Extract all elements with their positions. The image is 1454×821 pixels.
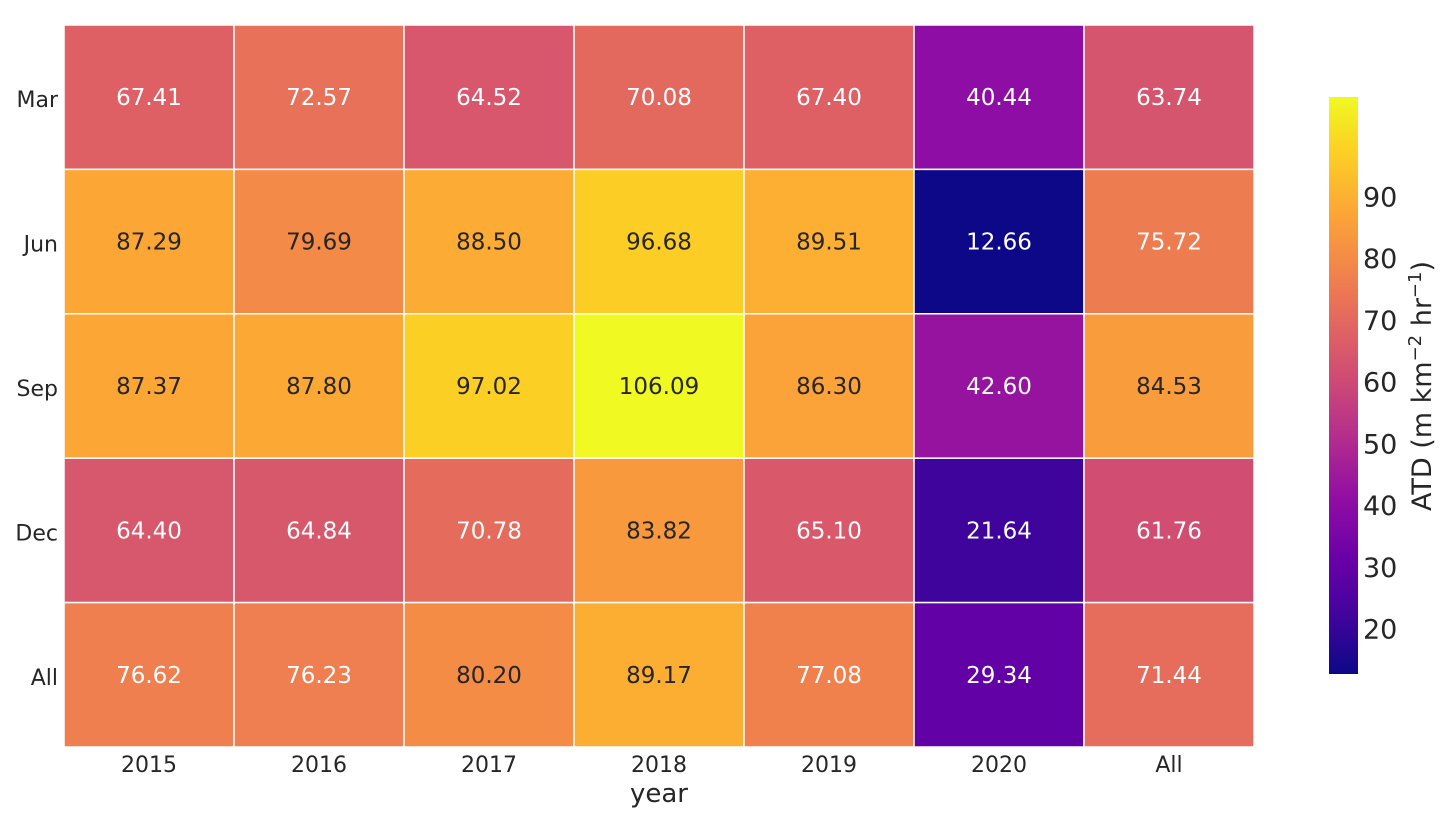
colorbar-label: ATD (m km−2 hr−1) bbox=[1405, 261, 1438, 511]
heatmap-cell bbox=[573, 24, 745, 171]
cell-value-label: 88.50 bbox=[456, 230, 522, 256]
colorbar-tick-label: 40 bbox=[1363, 491, 1397, 522]
colorbar-tick-label: 90 bbox=[1363, 182, 1397, 213]
colorbar-label-mid: hr bbox=[1407, 297, 1438, 335]
heatmap-cell bbox=[743, 24, 915, 171]
y-tick-label: Jun bbox=[22, 233, 58, 258]
cell-value-label: 84.53 bbox=[1136, 374, 1202, 400]
heatmap-cell bbox=[743, 313, 915, 459]
cell-value-label: 89.51 bbox=[796, 230, 862, 256]
colorbar-tick-label: 60 bbox=[1363, 368, 1397, 399]
cell-value-label: 83.82 bbox=[626, 518, 692, 544]
cell-value-label: 76.23 bbox=[286, 663, 352, 689]
heatmap-cell bbox=[403, 601, 575, 748]
cell-value-label: 21.64 bbox=[966, 518, 1032, 544]
cell-value-label: 61.76 bbox=[1136, 518, 1202, 544]
cell-value-label: 64.84 bbox=[286, 518, 352, 544]
x-tick-label: 2017 bbox=[461, 753, 517, 778]
x-axis-label: year bbox=[630, 779, 688, 809]
colorbar-tick-label: 50 bbox=[1363, 429, 1397, 460]
cell-value-label: 87.29 bbox=[116, 230, 182, 256]
heatmap-cell bbox=[913, 457, 1085, 604]
heatmap-cell bbox=[403, 313, 575, 459]
cell-value-label: 64.40 bbox=[116, 518, 182, 544]
y-axis-ticks: Mar Jun Sep Dec All bbox=[15, 88, 59, 691]
cell-value-label: 67.41 bbox=[116, 85, 182, 111]
heatmap-cell bbox=[63, 168, 235, 315]
heatmap-cells bbox=[63, 24, 1255, 748]
heatmap-cell bbox=[1083, 457, 1255, 604]
colorbar-label-main: ATD (m km bbox=[1407, 361, 1438, 511]
y-tick-label: All bbox=[31, 666, 58, 691]
heatmap-cell bbox=[913, 168, 1085, 315]
heatmap-cell bbox=[233, 24, 405, 171]
cell-value-label: 70.08 bbox=[626, 85, 692, 111]
cell-value-label: 87.37 bbox=[116, 374, 182, 400]
y-tick-label: Sep bbox=[17, 377, 58, 402]
heatmap-cell bbox=[63, 457, 235, 604]
heatmap-cell bbox=[1083, 601, 1255, 748]
colorbar-tick-label: 70 bbox=[1363, 306, 1397, 337]
x-axis-ticks: 2015 2016 2017 2018 2019 2020 All bbox=[121, 753, 1183, 778]
cell-value-label: 79.69 bbox=[286, 230, 352, 256]
heatmap-cell bbox=[403, 168, 575, 315]
colorbar-tick-label: 20 bbox=[1363, 615, 1397, 646]
cell-value-label: 42.60 bbox=[966, 374, 1032, 400]
x-tick-label: 2016 bbox=[291, 753, 347, 778]
heatmap-cell bbox=[913, 24, 1085, 171]
heatmap-cell bbox=[1083, 168, 1255, 315]
colorbar: 20 30 40 50 60 70 80 90 ATD (m km−2 hr−1) bbox=[1329, 97, 1438, 674]
heatmap-cell bbox=[63, 313, 235, 459]
cell-value-label: 63.74 bbox=[1136, 85, 1202, 111]
heatmap-cell bbox=[403, 24, 575, 171]
cell-value-label: 40.44 bbox=[966, 85, 1032, 111]
cell-value-label: 77.08 bbox=[796, 663, 862, 689]
colorbar-tick-label: 80 bbox=[1363, 244, 1397, 275]
colorbar-gradient bbox=[1329, 97, 1358, 674]
x-tick-label: 2019 bbox=[801, 753, 857, 778]
cell-value-label: 70.78 bbox=[456, 518, 522, 544]
cell-value-label: 64.52 bbox=[456, 85, 522, 111]
cell-value-label: 71.44 bbox=[1136, 663, 1202, 689]
y-tick-label: Dec bbox=[15, 521, 58, 546]
heatmap-cell bbox=[233, 457, 405, 604]
cell-value-label: 67.40 bbox=[796, 85, 862, 111]
colorbar-label-exp1: −2 bbox=[1405, 335, 1426, 362]
heatmap-cell bbox=[913, 313, 1085, 459]
cell-value-label: 65.10 bbox=[796, 518, 862, 544]
heatmap-annotations: 67.41 72.57 64.52 70.08 67.40 40.44 63.74 87.29… bbox=[116, 85, 1202, 689]
cell-value-label: 75.72 bbox=[1136, 230, 1202, 256]
y-tick-label: Mar bbox=[16, 88, 58, 113]
heatmap-cell bbox=[63, 24, 235, 171]
heatmap-cell bbox=[233, 313, 405, 459]
cell-value-label: 12.66 bbox=[966, 230, 1032, 256]
x-tick-label: 2020 bbox=[971, 753, 1027, 778]
heatmap-cell bbox=[573, 457, 745, 604]
x-tick-label: All bbox=[1155, 753, 1182, 778]
cell-value-label: 80.20 bbox=[456, 663, 522, 689]
x-tick-label: 2015 bbox=[121, 753, 177, 778]
colorbar-label-exp2: −1 bbox=[1405, 272, 1426, 299]
colorbar-ticks: 20 30 40 50 60 70 80 90 bbox=[1363, 182, 1397, 645]
colorbar-tick-label: 30 bbox=[1363, 553, 1397, 584]
cell-value-label: 106.09 bbox=[619, 374, 699, 400]
heatmap-cell bbox=[63, 601, 235, 748]
cell-value-label: 96.68 bbox=[626, 230, 692, 256]
heatmap-cell bbox=[1083, 313, 1255, 459]
colorbar-label-end: ) bbox=[1407, 261, 1438, 272]
cell-value-label: 97.02 bbox=[456, 374, 522, 400]
cell-value-label: 87.80 bbox=[286, 374, 352, 400]
cell-value-label: 86.30 bbox=[796, 374, 862, 400]
heatmap-cell bbox=[913, 601, 1085, 748]
cell-value-label: 29.34 bbox=[966, 663, 1032, 689]
x-tick-label: 2018 bbox=[631, 753, 687, 778]
cell-value-label: 76.62 bbox=[116, 663, 182, 689]
heatmap-cell bbox=[743, 168, 915, 315]
cell-value-label: 89.17 bbox=[626, 663, 692, 689]
cell-value-label: 72.57 bbox=[286, 85, 352, 111]
heatmap-cell bbox=[573, 313, 745, 459]
